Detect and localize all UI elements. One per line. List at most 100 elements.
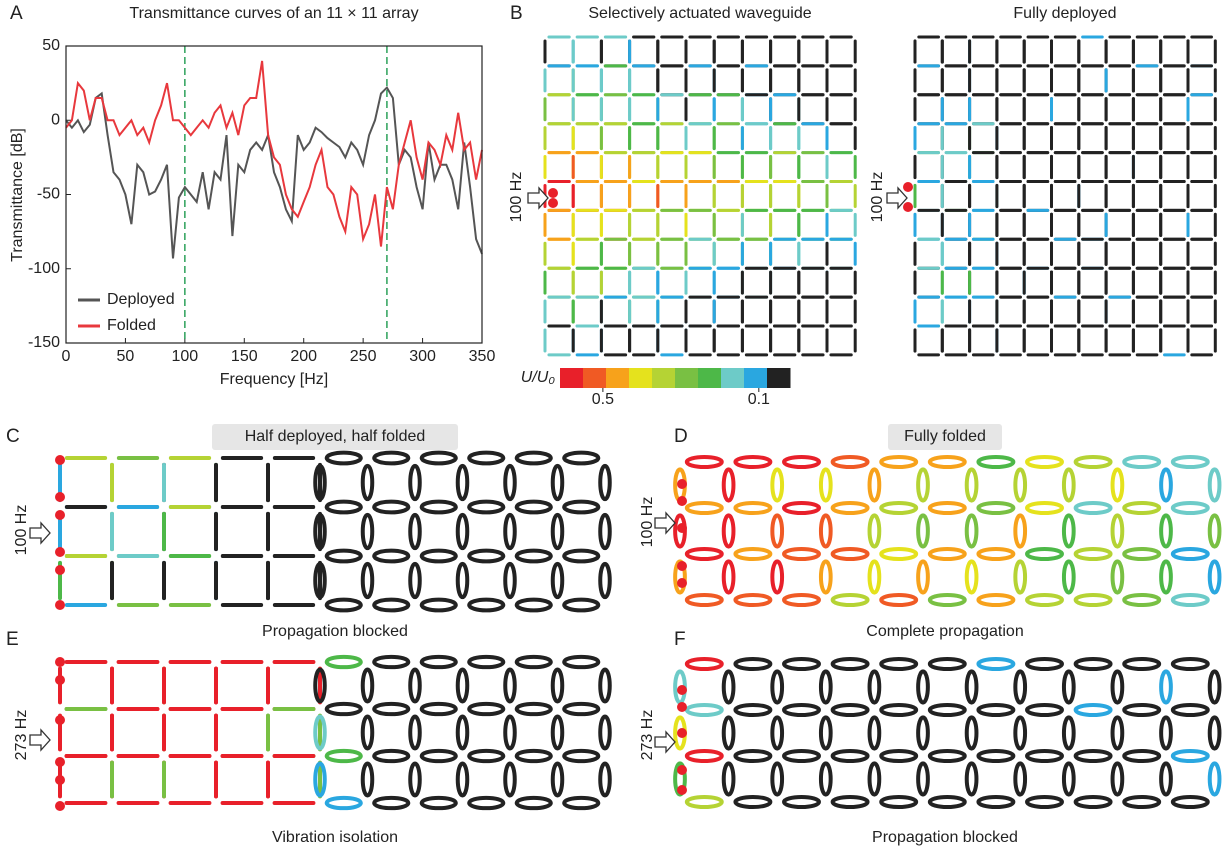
lattice-ring [372, 499, 411, 515]
lattice-ring [927, 656, 967, 672]
lattice-ring [419, 499, 458, 515]
input-dot [55, 547, 65, 557]
lattice-ring [879, 748, 919, 764]
lattice-ring [562, 795, 601, 811]
lattice-ring [684, 656, 724, 672]
frequency-label: 100 Hz [639, 497, 656, 548]
lattice-ring [455, 714, 470, 751]
lattice-ring [372, 748, 411, 764]
lattice-ring [503, 561, 517, 600]
lattice-ring [467, 450, 506, 466]
lattice-ring [514, 597, 553, 613]
lattice-ring [818, 513, 833, 549]
colorbar-swatch [652, 368, 676, 388]
lattice-ring [514, 548, 553, 564]
lattice-ring [1122, 748, 1162, 764]
lattice-ring [503, 714, 517, 751]
lattice-ring [1122, 592, 1162, 608]
lattice-ring [770, 559, 785, 595]
lattice-ring [1207, 559, 1222, 595]
frequency-label: 273 Hz [13, 710, 30, 761]
lattice-ring [1073, 592, 1113, 608]
lattice-ring [455, 512, 470, 551]
input-dot [903, 202, 913, 212]
x-tick-label: 50 [117, 348, 135, 365]
lattice-ring [1025, 500, 1064, 516]
lattice-ring [879, 500, 919, 516]
caption: Propagation blocked [872, 829, 1018, 846]
lattice-ring [770, 467, 785, 503]
lattice-ring [684, 702, 724, 718]
input-dot [677, 728, 687, 738]
title-box [888, 424, 1002, 450]
lattice-ring [550, 561, 565, 600]
colorbar-swatch [721, 368, 745, 388]
y-tick-label: 0 [51, 111, 60, 128]
input-dot [677, 523, 687, 533]
lattice-ring [1159, 761, 1173, 797]
lattice-ring [1170, 454, 1210, 470]
lattice-ring [830, 794, 870, 810]
lattice-ring [733, 702, 773, 718]
lattice-ring [503, 667, 517, 704]
lattice-ring [684, 794, 724, 810]
lattice-ring [879, 794, 919, 810]
panel-label: C [6, 426, 20, 447]
lattice-ring [1025, 702, 1064, 718]
lattice-ring [372, 795, 411, 811]
lattice-ring [313, 667, 327, 704]
x-tick-label: 0 [62, 348, 71, 365]
lattice-ring [324, 548, 363, 564]
lattice-ring [467, 748, 506, 764]
lattice-ring [964, 715, 979, 751]
lattice-ring [1013, 761, 1028, 797]
lattice-ring [514, 701, 553, 717]
lattice-ring [964, 669, 979, 705]
frequency-label: 100 Hz [13, 505, 30, 556]
lattice-ring [1025, 748, 1064, 764]
lattice-ring [1061, 513, 1076, 549]
y-tick-label: -50 [37, 186, 60, 203]
input-arrow [527, 186, 549, 210]
input-dot [677, 685, 687, 695]
lattice-ring [1170, 546, 1210, 562]
x-tick-label: 300 [409, 348, 436, 365]
lattice-ring [514, 748, 553, 764]
lattice-ring [818, 467, 833, 503]
lattice-ring [673, 559, 687, 595]
lattice-ring [562, 748, 601, 764]
colorbar-label: U/U₀ [521, 369, 556, 386]
lattice-ring [550, 512, 565, 551]
lattice-ring [419, 654, 458, 670]
lattice-ring [372, 701, 411, 717]
panel-title: Fully folded [904, 428, 986, 445]
lattice-ring [1025, 656, 1064, 672]
lattice-ring [782, 546, 821, 562]
lattice-ring [770, 669, 785, 705]
lattice-ring [360, 761, 375, 798]
lattice-ring [1073, 794, 1113, 810]
caption: Complete propagation [866, 623, 1023, 640]
lattice-ring [1110, 559, 1125, 595]
lattice-ring [324, 748, 363, 764]
lattice-ring [1170, 656, 1210, 672]
input-dot [677, 578, 687, 588]
frequency-label: 100 Hz [869, 172, 886, 223]
lattice-ring [782, 656, 821, 672]
lattice-ring [1061, 715, 1076, 751]
lattice-ring [830, 702, 870, 718]
lattice-ring [550, 761, 565, 798]
lattice-ring [467, 654, 506, 670]
lattice-ring [372, 450, 411, 466]
input-dot [55, 715, 65, 725]
lattice-ring [927, 592, 967, 608]
lattice-ring [1013, 559, 1028, 595]
lattice-ring [818, 559, 833, 595]
lattice-ring [1110, 513, 1125, 549]
lattice-ring [1170, 500, 1210, 516]
lattice-ring [721, 467, 736, 503]
lattice-ring [1207, 669, 1222, 705]
lattice-ring [782, 592, 821, 608]
lattice-ring [419, 701, 458, 717]
input-dot [548, 188, 558, 198]
